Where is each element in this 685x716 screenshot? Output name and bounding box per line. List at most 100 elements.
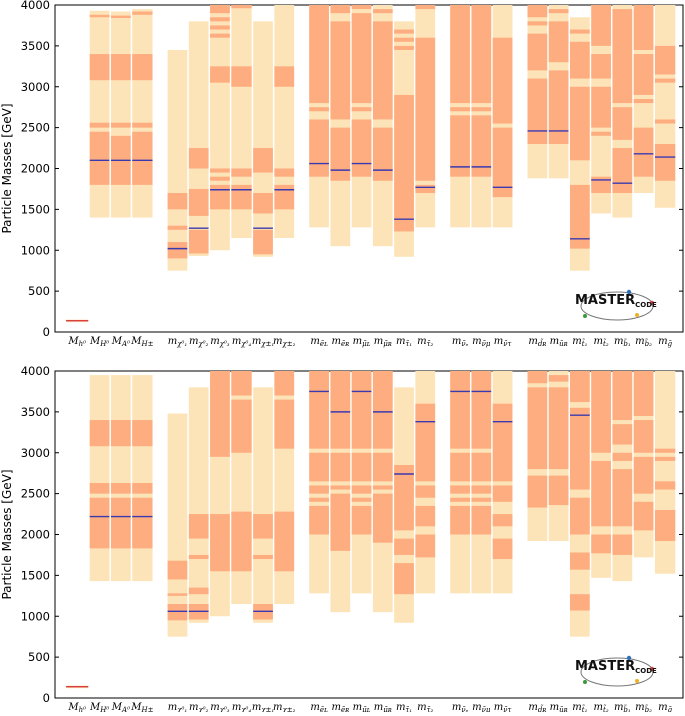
range-95-mchi20: [188, 148, 209, 169]
range-95-meR: [330, 493, 351, 551]
range-95-mnumu: [471, 452, 492, 482]
range-95-mchi2pm: [274, 371, 295, 396]
x-tick-base: m: [528, 702, 537, 712]
column-mb1: [612, 371, 633, 582]
x-tick-sub: χ⁰₃: [219, 706, 230, 712]
range-95-mchi30: [210, 184, 230, 210]
x-tick-sub: ẽʟ: [320, 706, 328, 712]
column-mnumu: [471, 371, 492, 594]
range-95-meR: [330, 371, 351, 449]
range-95-mmuL: [351, 497, 372, 502]
column-mchi1pm: [253, 387, 273, 623]
x-tick-sub: h⁰: [79, 706, 87, 712]
range-95-MHpm: [132, 131, 153, 185]
x-tick-sub: g̃: [668, 705, 673, 712]
logo-dot-yellow: [635, 313, 639, 317]
x-tick-label: mt̃₁: [572, 702, 587, 712]
x-tick-sub: ẽʀ: [341, 340, 349, 348]
x-tick-label: mτ̃₂: [417, 336, 433, 348]
x-tick-base: m: [472, 336, 481, 347]
x-tick-sub: τ̃₂: [427, 705, 434, 712]
range-95-meL: [309, 452, 329, 482]
x-tick-sub: χ±₁: [260, 340, 274, 348]
x-tick-base: m: [594, 336, 603, 347]
x-tick-label: mν̃μ: [472, 336, 491, 348]
range-95-mchi40: [231, 511, 252, 572]
range-95-mchi40: [231, 184, 252, 210]
range-68-mchi1pm: [253, 21, 273, 257]
y-tick-label: 3500: [21, 39, 50, 53]
range-95-mgluino: [654, 143, 676, 181]
range-95-mtau1: [394, 45, 414, 50]
range-68-mchi30: [210, 5, 230, 251]
range-95-mmuL: [351, 13, 372, 104]
column-mb2: [633, 371, 654, 558]
column-mnue: [450, 5, 470, 228]
range-95-muR: [548, 375, 569, 382]
y-tick-label: 3500: [21, 405, 50, 419]
range-95-mt1: [569, 86, 590, 161]
x-tick-base: m: [658, 702, 667, 712]
range-95-meL: [309, 119, 329, 177]
logo-orbit: [580, 657, 654, 687]
y-tick-label: 0: [43, 691, 50, 705]
range-95-mchi1pm: [253, 148, 273, 173]
column-mchi2pm: [274, 5, 295, 238]
y-tick-label: 1000: [21, 609, 50, 623]
logo-dot-green: [583, 680, 587, 684]
x-tick-sub: ũʀ: [559, 706, 568, 712]
x-tick-label: mχ±₂: [273, 336, 296, 348]
column-mchi40: [231, 5, 252, 238]
x-tick-base: m: [614, 336, 623, 347]
x-tick-sub: ν̃ₑ: [461, 705, 468, 712]
x-tick-label: mt̃₂: [594, 336, 609, 348]
mastercode-logo: MASTERCODE: [575, 289, 657, 321]
range-95-mtau2: [415, 534, 436, 558]
x-tick-label: mb̃₂: [635, 702, 652, 712]
range-95-MHpm: [132, 54, 153, 81]
x-tick-label: Mh⁰: [67, 702, 86, 712]
range-95-mtau2: [415, 5, 436, 10]
range-95-mnumu: [471, 371, 492, 449]
x-tick-sub: χ±₂: [282, 340, 296, 348]
range-95-meR: [330, 452, 351, 482]
x-tick-sub: μ̃ʟ: [362, 339, 371, 348]
range-95-mt2: [591, 54, 611, 79]
range-95-mt1: [569, 184, 590, 249]
range-95-mdR: [527, 475, 548, 508]
range-95-mmuR: [372, 21, 393, 120]
range-95-mchi2pm: [274, 399, 295, 449]
range-95-mchi30: [210, 371, 230, 457]
range-95-mmuL: [351, 485, 372, 494]
x-tick-label: MA⁰: [111, 336, 130, 348]
x-tick-base: m: [374, 336, 383, 347]
range-95-mmuR: [372, 127, 393, 181]
column-mtau1: [394, 21, 414, 257]
range-95-meL: [309, 485, 329, 494]
column-mmuL: [351, 5, 372, 228]
column-mdR: [527, 371, 548, 542]
x-tick-base: M: [111, 336, 123, 347]
range-95-mchi20: [188, 514, 209, 539]
column-mchi2pm: [274, 371, 295, 604]
column-MA0: [110, 11, 131, 218]
y-tick-label: 1500: [21, 202, 50, 216]
x-tick-sub: τ̃₁: [405, 705, 412, 712]
column-mnutau: [492, 371, 513, 594]
y-tick-label: 2000: [21, 162, 50, 176]
x-tick-base: m: [550, 702, 559, 712]
x-tick-label: mμ̃ʟ: [353, 702, 371, 712]
range-95-mchi1pm: [253, 193, 273, 214]
range-95-muR: [548, 70, 569, 144]
x-tick-label: mχ±₁: [252, 702, 275, 712]
x-tick-label: mχ⁰₄: [232, 702, 252, 712]
range-95-mb2: [633, 501, 654, 531]
range-95-mchi30: [210, 17, 230, 22]
range-95-mmuL: [351, 505, 372, 535]
x-tick-label: md̃ʀ: [528, 702, 546, 712]
column-mnumu: [471, 5, 492, 228]
x-tick-base: m: [635, 702, 644, 712]
range-95-mchi40: [231, 371, 252, 396]
column-mt1: [569, 17, 590, 271]
logo-text: MASTERCODE: [575, 659, 657, 675]
